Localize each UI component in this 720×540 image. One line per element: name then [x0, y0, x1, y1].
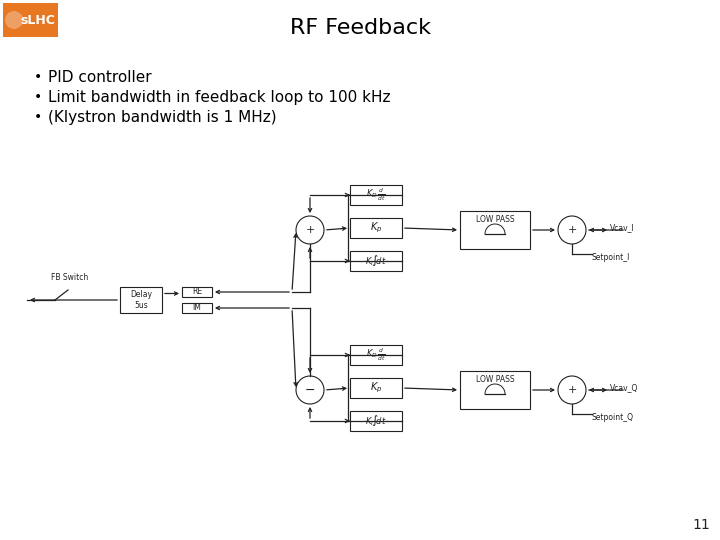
Circle shape — [296, 216, 324, 244]
Text: Setpoint_Q: Setpoint_Q — [592, 414, 634, 422]
Text: Vcav_Q: Vcav_Q — [610, 383, 639, 393]
Text: $K_p$: $K_p$ — [370, 381, 382, 395]
Text: Limit bandwidth in feedback loop to 100 kHz: Limit bandwidth in feedback loop to 100 … — [48, 90, 390, 105]
Text: •: • — [34, 70, 42, 84]
Text: •: • — [34, 90, 42, 104]
Text: Delay
5us: Delay 5us — [130, 291, 152, 310]
Bar — [350, 185, 402, 205]
Text: Vcav_I: Vcav_I — [610, 224, 635, 233]
Bar — [350, 378, 402, 398]
Circle shape — [558, 376, 586, 404]
Text: +: + — [305, 225, 315, 235]
Text: $K_D\,\frac{d}{dt}$: $K_D\,\frac{d}{dt}$ — [366, 187, 386, 203]
Bar — [350, 411, 402, 431]
Text: $K_p$: $K_p$ — [370, 221, 382, 235]
Text: +: + — [567, 385, 577, 395]
Text: +: + — [567, 225, 577, 235]
Bar — [182, 303, 212, 313]
Text: •: • — [34, 110, 42, 124]
Text: PID controller: PID controller — [48, 70, 152, 85]
Bar — [460, 371, 530, 409]
Circle shape — [5, 11, 23, 29]
Bar — [460, 211, 530, 249]
Text: LOW PASS: LOW PASS — [476, 214, 514, 224]
Text: FB Switch: FB Switch — [51, 273, 89, 282]
Text: Setpoint_I: Setpoint_I — [592, 253, 631, 262]
Bar — [182, 287, 212, 297]
Text: RE: RE — [192, 287, 202, 296]
Text: IM: IM — [192, 303, 202, 313]
Text: $K_I\!\int\!dt$: $K_I\!\int\!dt$ — [365, 414, 387, 429]
Bar — [350, 251, 402, 271]
Text: 11: 11 — [692, 518, 710, 532]
Text: RF Feedback: RF Feedback — [289, 18, 431, 38]
Circle shape — [558, 216, 586, 244]
Text: LOW PASS: LOW PASS — [476, 375, 514, 383]
Bar — [120, 287, 162, 313]
Text: $K_I\!\int\!dt$: $K_I\!\int\!dt$ — [365, 253, 387, 268]
Text: (Klystron bandwidth is 1 MHz): (Klystron bandwidth is 1 MHz) — [48, 110, 276, 125]
Circle shape — [296, 376, 324, 404]
Text: −: − — [305, 383, 315, 396]
Text: $K_D\,\frac{d}{dt}$: $K_D\,\frac{d}{dt}$ — [366, 347, 386, 363]
Bar — [350, 218, 402, 238]
Text: sLHC: sLHC — [21, 14, 55, 26]
Bar — [350, 345, 402, 365]
Bar — [3, 3, 58, 37]
